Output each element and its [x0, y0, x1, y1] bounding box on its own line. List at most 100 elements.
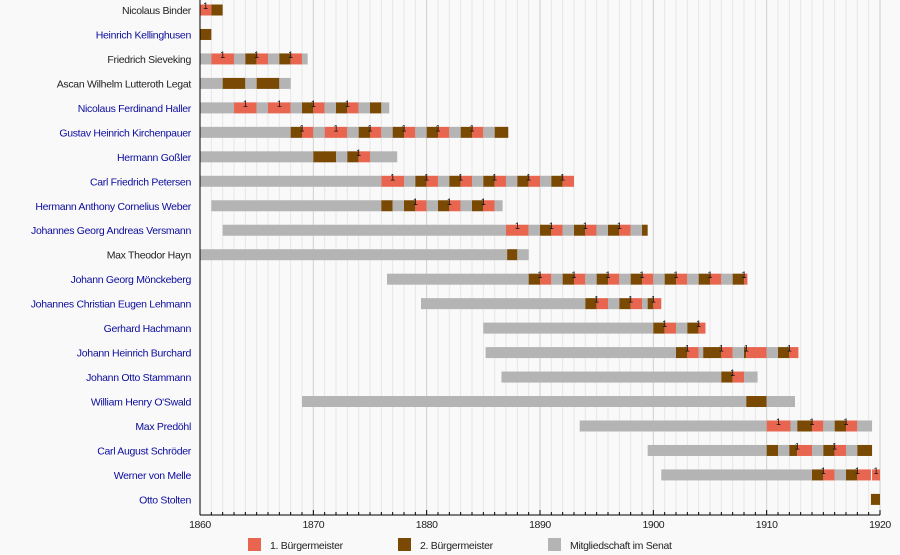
term-segment-senate [290, 102, 302, 114]
term-segment-first [290, 53, 302, 65]
term-segment-second [562, 273, 574, 285]
term-segment-second [703, 347, 722, 359]
term-segment-senate [619, 273, 631, 285]
term-segment-senate [778, 444, 790, 456]
term-segment-second [766, 444, 778, 456]
term-marker: 1 [435, 123, 440, 133]
x-tick-label: 1900 [642, 519, 664, 531]
term-marker: 1 [447, 197, 452, 207]
term-segment-first [234, 102, 257, 114]
term-segment-second [245, 53, 257, 65]
row-label: Max Theodor Hayn [107, 250, 192, 262]
term-segment-second [404, 200, 416, 212]
row-label[interactable]: Otto Stolten [139, 494, 192, 506]
row-label[interactable]: Johann Georg Mönckeberg [71, 274, 192, 286]
term-segment-first [630, 298, 642, 310]
term-marker: 1 [390, 172, 395, 182]
term-segment-senate [404, 175, 416, 187]
term-segment-second [540, 224, 552, 236]
row-label[interactable]: Johannes Christian Eugen Lehmann [31, 299, 192, 311]
term-segment-senate [506, 175, 518, 187]
term-segment-first [744, 273, 748, 285]
person-row: 1 1 1 1 1 1 [200, 172, 574, 187]
x-axis: 1860 1870 1880 1890 1900 1910 1920 [189, 0, 892, 531]
term-segment-senate [528, 224, 540, 236]
term-segment-first [438, 126, 450, 138]
term-segment-second [619, 298, 631, 310]
row-label: Ascan Wilhelm Lutteroth Legat [57, 78, 192, 90]
person-row [200, 77, 291, 89]
row-label[interactable]: Johannes Georg Andreas Versmann [31, 225, 192, 237]
legend-swatch [398, 538, 411, 551]
term-segment-first [302, 126, 314, 138]
term-segment-senate [661, 469, 812, 481]
term-segment-second [797, 420, 812, 432]
x-tick-label: 1910 [756, 519, 778, 531]
legend-item: 1. Bürgermeister [248, 538, 344, 552]
term-segment-first [823, 469, 835, 481]
term-segment-second [415, 175, 427, 187]
term-marker: 1 [413, 197, 418, 207]
term-segment-senate [732, 347, 744, 359]
legend-label: 2. Bürgermeister [420, 540, 494, 552]
term-segment-first [449, 200, 461, 212]
term-segment-first [426, 175, 438, 187]
term-segment-senate [200, 126, 291, 138]
term-segment-senate [846, 444, 858, 456]
term-segment-first [483, 200, 495, 212]
row-label[interactable]: Hermann Anthony Cornelius Weber [35, 201, 192, 213]
term-segment-second [426, 126, 438, 138]
term-marker: 1 [685, 344, 690, 354]
term-segment-first [857, 469, 871, 481]
term-segment-first [313, 102, 325, 114]
term-segment-second [857, 444, 873, 456]
term-segment-senate [485, 347, 676, 359]
row-label[interactable]: Johann Otto Stammann [86, 372, 192, 384]
term-segment-senate [415, 126, 427, 138]
row-label[interactable]: Carl Friedrich Petersen [90, 176, 192, 188]
term-segment-second [653, 322, 665, 334]
term-segment-senate [256, 102, 268, 114]
term-segment-second [302, 102, 314, 114]
term-segment-second [789, 444, 798, 456]
row-label[interactable]: Gustav Heinrich Kirchenpauer [59, 127, 192, 139]
term-segment-second [732, 273, 744, 285]
row-label[interactable]: Carl August Schröder [97, 445, 192, 457]
term-segment-senate [449, 126, 461, 138]
row-labels: Nicolaus Binder Heinrich Kellinghusen Frie… [31, 5, 192, 506]
term-segment-first [460, 175, 472, 187]
term-segment-first [200, 4, 212, 16]
person-row [200, 249, 529, 261]
term-segment-second [746, 396, 767, 408]
term-segment-senate [766, 347, 778, 359]
row-label[interactable]: Heinrich Kellinghusen [96, 29, 192, 41]
term-segment-senate [302, 53, 308, 65]
row-label[interactable]: Hermann Goßler [117, 152, 192, 164]
term-marker: 1 [651, 295, 656, 305]
term-segment-first [211, 53, 234, 65]
row-label[interactable]: Gerhard Hachmann [104, 323, 192, 335]
row-label[interactable]: Werner von Melle [114, 470, 192, 482]
legend-label: 1. Bürgermeister [270, 540, 344, 552]
term-segment-senate [387, 273, 529, 285]
row-label[interactable]: Max Predöhl [135, 421, 191, 433]
term-marker: 1 [481, 197, 486, 207]
term-segment-second [290, 126, 302, 138]
term-segment-senate [562, 224, 574, 236]
row-label[interactable]: Nicolaus Ferdinand Haller [78, 103, 192, 115]
term-segment-second [507, 249, 518, 261]
term-segment-second [664, 273, 676, 285]
term-segment-senate [234, 53, 246, 65]
row-label[interactable]: William Henry O'Swald [91, 397, 192, 409]
term-segment-first [846, 420, 858, 432]
term-marker: 1 [288, 50, 293, 60]
row-label[interactable]: Johann Heinrich Burchard [77, 348, 192, 360]
person-row: 1 1 1 [211, 197, 503, 212]
x-tick-label: 1920 [869, 519, 891, 531]
term-segment-senate [857, 420, 873, 432]
term-segment-second [676, 347, 688, 359]
term-marker: 1 [356, 148, 361, 158]
term-segment-senate [324, 102, 336, 114]
